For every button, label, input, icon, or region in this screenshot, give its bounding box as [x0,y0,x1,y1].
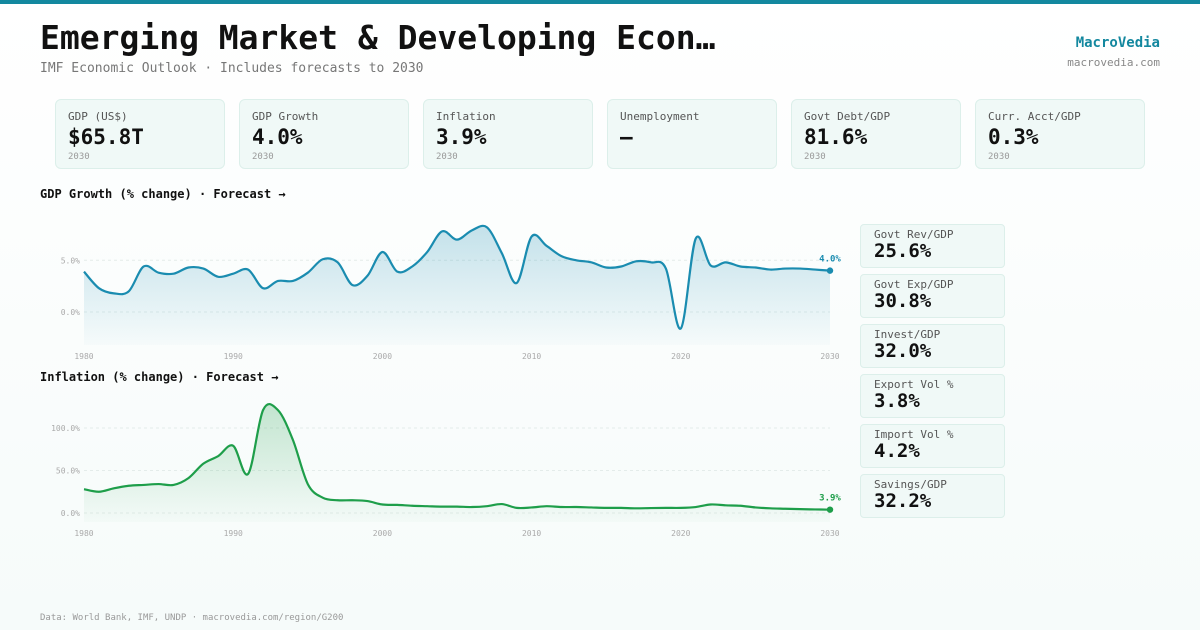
y-tick-label: 100.0% [51,424,80,433]
end-point [826,267,834,274]
kpi-value: 81.6% [804,125,868,149]
x-tick-label: 2020 [671,529,690,538]
kpi-sub: 2030 [68,152,90,162]
brand-url: macrovedia.com [1067,56,1160,69]
stat-value: 30.8% [874,290,932,312]
stat-card: Govt Rev/GDP 25.6% [860,224,1005,268]
kpi-card: GDP (US$) $65.8T 2030 [55,99,225,169]
end-point [826,506,834,513]
y-tick-label: 0.0% [61,308,80,317]
stat-card: Export Vol % 3.8% [860,374,1005,418]
stat-value: 32.0% [874,340,932,362]
x-tick-label: 2010 [522,529,541,538]
top-bar [0,0,1200,4]
kpi-card: Govt Debt/GDP 81.6% 2030 [791,99,961,169]
value-label: 4.0% [819,255,841,265]
footer: Data: World Bank, IMF, UNDP · macrovedia… [40,613,344,623]
kpi-card: Inflation 3.9% 2030 [423,99,593,169]
x-tick-label: 1980 [74,352,93,361]
kpi-value: $65.8T [68,125,144,149]
stat-card: Govt Exp/GDP 30.8% [860,274,1005,318]
x-tick-label: 2020 [671,352,690,361]
stat-label: Import Vol % [874,428,954,441]
stat-value: 25.6% [874,240,932,262]
value-label: 3.9% [819,494,841,504]
kpi-label: Curr. Acct/GDP [988,110,1081,123]
y-tick-label: 0.0% [61,509,80,518]
x-tick-label: 1980 [74,529,93,538]
x-tick-label: 2000 [373,352,392,361]
stat-value: 4.2% [874,440,920,462]
kpi-label: Inflation [436,110,496,123]
kpi-sub: 2030 [804,152,826,162]
kpi-label: Govt Debt/GDP [804,110,891,123]
brand: MacroVedia [1075,35,1160,51]
area [84,225,830,345]
page-title: Emerging Market & Developing Econ… [40,18,716,57]
y-tick-label: 5.0% [61,256,80,265]
kpi-value: — [620,125,633,149]
kpi-card: Curr. Acct/GDP 0.3% 2030 [975,99,1145,169]
stat-value: 3.8% [874,390,920,412]
kpi-value: 4.0% [252,125,303,149]
stat-label: Savings/GDP [874,478,947,491]
kpi-card: Unemployment — [607,99,777,169]
page-subtitle: IMF Economic Outlook · Includes forecast… [40,61,424,76]
chart-title: Inflation (% change) · Forecast → [40,370,279,384]
kpi-sub: 2030 [252,152,274,162]
stat-card: Savings/GDP 32.2% [860,474,1005,518]
kpi-label: GDP Growth [252,110,319,123]
stat-label: Invest/GDP [874,328,941,341]
stat-card: Import Vol % 4.2% [860,424,1005,468]
stat-card: Invest/GDP 32.0% [860,324,1005,368]
stat-label: Govt Exp/GDP [874,278,954,291]
x-tick-label: 2000 [373,529,392,538]
kpi-label: GDP (US$) [68,110,128,123]
line [83,224,831,330]
kpi-sub: 2030 [988,152,1010,162]
stat-label: Govt Rev/GDP [874,228,954,241]
kpi-sub: 2030 [436,152,458,162]
stat-label: Export Vol % [874,378,954,391]
chart-title: GDP Growth (% change) · Forecast → [40,187,286,201]
line [83,403,831,511]
kpi-card: GDP Growth 4.0% 2030 [239,99,409,169]
stat-value: 32.2% [874,490,932,512]
kpi-value: 3.9% [436,125,487,149]
x-tick-label: 1990 [224,529,243,538]
kpi-value: 0.3% [988,125,1039,149]
x-tick-label: 2010 [522,352,541,361]
kpi-label: Unemployment [620,110,700,123]
x-tick-label: 1990 [224,352,243,361]
area [84,404,830,522]
x-tick-label: 2030 [820,352,839,361]
x-tick-label: 2030 [820,529,839,538]
y-tick-label: 50.0% [56,466,80,475]
